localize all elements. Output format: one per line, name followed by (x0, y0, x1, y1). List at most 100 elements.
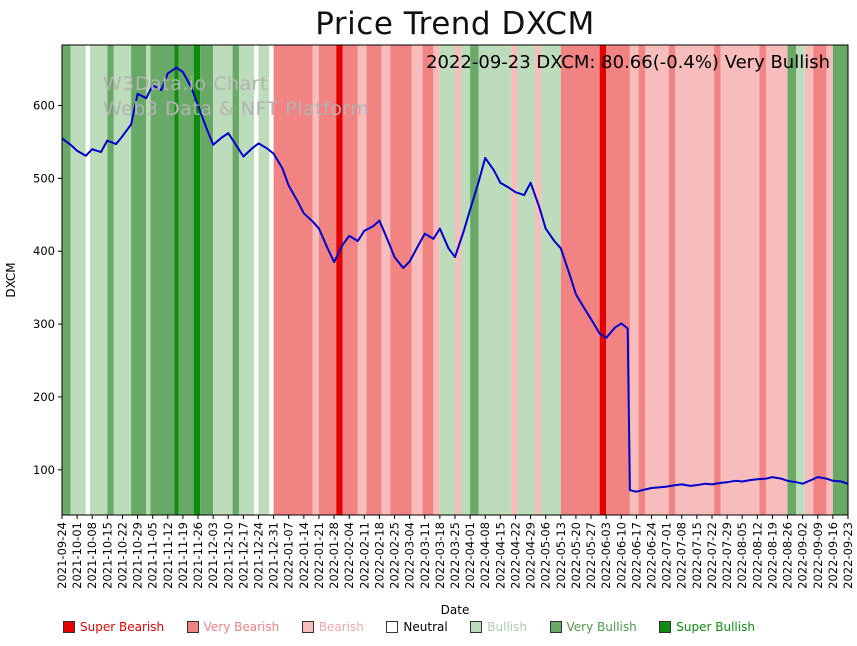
x-tick-label: 2022-03-11 (418, 522, 432, 589)
legend-label-bearish: Bearish (318, 620, 364, 634)
x-tick-label: 2022-01-21 (312, 522, 326, 589)
sentiment-band-very-bullish (232, 45, 240, 515)
sentiment-band-bullish (478, 45, 512, 515)
y-tick-label: 500 (33, 171, 55, 185)
y-tick-label: 600 (33, 98, 55, 112)
x-tick-label: 2021-10-08 (85, 522, 99, 589)
sentiment-band-bearish (645, 45, 669, 515)
legend-item-very-bearish: Very Bearish (186, 620, 279, 634)
sentiment-band-neutral (254, 45, 259, 515)
x-tick-label: 2021-12-31 (267, 522, 281, 589)
legend-label-bullish: Bullish (487, 620, 527, 634)
x-tick-label: 2022-04-15 (493, 522, 507, 589)
x-tick-label: 2022-05-27 (584, 522, 598, 589)
x-tick-label: 2021-11-19 (176, 522, 190, 589)
sentiment-band-bullish (213, 45, 233, 515)
sentiment-band-very-bullish (832, 45, 848, 515)
x-tick-label: 2022-02-25 (388, 522, 402, 589)
sentiment-band-bullish (796, 45, 805, 515)
sentiment-band-very-bearish (366, 45, 382, 515)
sentiment-band-bearish (629, 45, 639, 515)
sentiment-band-very-bullish (470, 45, 479, 515)
sentiment-band-very-bearish (759, 45, 766, 515)
x-tick-label: 2022-03-04 (403, 522, 417, 589)
x-tick-label: 2021-10-22 (115, 522, 129, 589)
x-tick-label: 2022-08-26 (781, 522, 795, 589)
legend-item-bearish: Bearish (301, 620, 364, 634)
legend-item-neutral: Neutral (386, 620, 448, 634)
sentiment-band-bearish (433, 45, 440, 515)
x-tick-label: 2022-07-01 (660, 522, 674, 589)
x-tick-label: 2022-07-29 (720, 522, 734, 589)
sentiment-band-bullish (113, 45, 132, 515)
x-tick-label: 2022-08-05 (735, 522, 749, 589)
x-tick-label: 2022-05-06 (539, 522, 553, 589)
x-tick-label: 2022-01-28 (327, 522, 341, 589)
x-tick-label: 2021-10-01 (70, 522, 84, 589)
sentiment-band-very-bearish (390, 45, 412, 515)
x-tick-label: 2022-05-20 (569, 522, 583, 589)
sentiment-band-very-bullish (62, 45, 71, 515)
x-tick-label: 2022-04-08 (478, 522, 492, 589)
x-tick-label: 2021-09-24 (55, 522, 69, 589)
sentiment-band-very-bullish (200, 45, 214, 515)
sentiment-band-bearish (381, 45, 391, 515)
x-tick-label: 2021-12-24 (252, 522, 266, 589)
x-tick-label: 2022-02-04 (342, 522, 356, 589)
watermark-line1: W3Data.io Chart (103, 73, 268, 95)
x-tick-label: 2021-11-12 (161, 522, 175, 589)
x-tick-label: 2022-06-24 (645, 522, 659, 589)
latest-price-annotation: 2022-09-23 DXCM: 80.66(-0.4%) Very Bulli… (426, 52, 830, 73)
sentiment-band-very-bearish (342, 45, 358, 515)
sentiment-band-very-bullish (178, 45, 194, 515)
sentiment-band-very-bullish (150, 45, 175, 515)
x-tick-label: 2022-09-02 (796, 522, 810, 589)
y-tick-label: 400 (33, 244, 55, 258)
x-tick-label: 2022-01-07 (282, 522, 296, 589)
sentiment-band-bearish (720, 45, 760, 515)
sentiment-band-bearish (411, 45, 423, 515)
x-tick-label: 2022-08-19 (765, 522, 779, 589)
x-tick-label: 2021-12-03 (206, 522, 220, 589)
x-tick-label: 2022-07-22 (705, 522, 719, 589)
legend-label-neutral: Neutral (403, 620, 448, 634)
sentiment-band-very-bullish (787, 45, 797, 515)
x-tick-label: 2022-09-23 (841, 522, 855, 589)
sentiment-band-bearish (455, 45, 462, 515)
sentiment-band-super-bullish (193, 45, 201, 515)
x-tick-label: 2022-05-13 (554, 522, 568, 589)
legend: Super Bearish Very Bearish Bearish Neutral B… (63, 620, 755, 634)
x-tick-label: 2022-07-15 (690, 522, 704, 589)
sentiment-band-bearish (357, 45, 367, 515)
y-axis-label: DXCM (4, 262, 18, 297)
x-tick-label: 2021-12-10 (221, 522, 235, 589)
sentiment-band-very-bearish (422, 45, 434, 515)
x-tick-label: 2022-01-14 (297, 522, 311, 589)
sentiment-band-bearish (826, 45, 833, 515)
sentiment-band-bearish (804, 45, 814, 515)
legend-swatch-super-bullish (659, 621, 672, 633)
page-title: Price Trend DXCM (315, 6, 595, 42)
sentiment-band-neutral (269, 45, 274, 515)
legend-label-very-bullish: Very Bullish (566, 620, 637, 634)
legend-swatch-bearish (301, 621, 314, 633)
sentiment-band-bearish (312, 45, 319, 515)
x-tick-label: 2022-06-10 (614, 522, 628, 589)
x-axis-label: Date (441, 603, 470, 617)
sentiment-band-very-bearish (606, 45, 630, 515)
legend-swatch-bullish (470, 621, 483, 633)
sentiment-band-very-bearish (318, 45, 337, 515)
sentiment-band-bullish (517, 45, 535, 515)
x-tick-label: 2022-09-16 (826, 522, 840, 589)
x-tick-label: 2022-04-01 (463, 522, 477, 589)
x-tick-label: 2022-03-18 (433, 522, 447, 589)
sentiment-band-very-bearish (668, 45, 676, 515)
sentiment-band-bullish (541, 45, 561, 515)
x-tick-label: 2021-12-17 (236, 522, 250, 589)
x-tick-label: 2022-04-29 (524, 522, 538, 589)
x-tick-label: 2022-08-12 (750, 522, 764, 589)
legend-swatch-very-bearish (186, 621, 199, 633)
sentiment-band-very-bullish (131, 45, 147, 515)
